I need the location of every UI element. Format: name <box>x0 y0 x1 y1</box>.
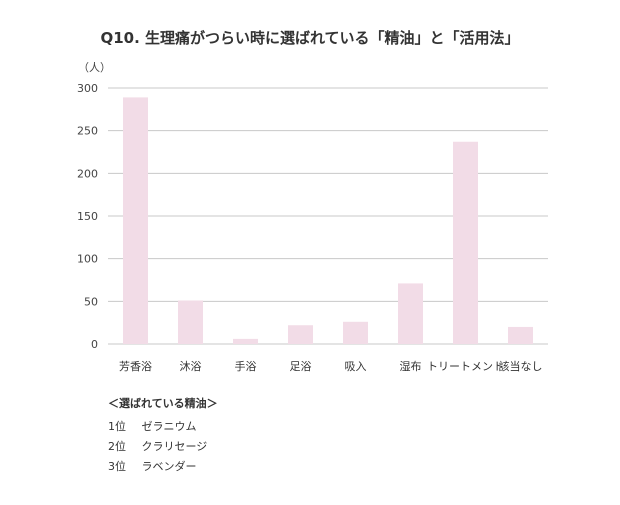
x-tick-label: 湿布 <box>400 360 422 373</box>
x-tick-label: 手浴 <box>235 359 257 373</box>
notes-item-name: クラリセージ <box>141 440 208 453</box>
selected-oils-notes: ＜選ばれている精油＞ 1位 ゼラニウム 2位 クラリセージ 3位 ラベンダー <box>108 395 218 477</box>
x-tick-label: 芳香浴 <box>119 359 152 373</box>
y-tick-label: 300 <box>77 82 98 95</box>
x-tick-label: トリートメント <box>427 360 504 373</box>
x-tick-label: 足浴 <box>290 360 312 373</box>
notes-item-rank: 2位 <box>108 440 126 453</box>
x-tick-label: 沐浴 <box>180 360 202 373</box>
bar <box>178 300 203 344</box>
bar-chart: 0 50 100 150 200 250 300 芳香浴 沐浴 手浴 足浴 吸入 湿布 トリートメント該当… <box>77 82 548 373</box>
bar <box>398 283 423 344</box>
y-axis-unit-label: （人） <box>78 61 111 74</box>
bar <box>233 338 258 344</box>
bar <box>343 321 368 344</box>
y-tick-label: 250 <box>77 125 98 138</box>
notes-item-name: ラベンダー <box>141 460 197 473</box>
notes-item-rank: 1位 <box>108 420 126 433</box>
bar <box>453 141 478 344</box>
x-tick-label: 該当なし <box>499 359 543 373</box>
notes-heading: ＜選ばれている精油＞ <box>108 397 218 410</box>
y-tick-label: 150 <box>77 210 98 223</box>
bar <box>123 97 148 345</box>
y-tick-label: 100 <box>77 253 98 266</box>
y-tick-label: 0 <box>91 338 98 351</box>
notes-item-rank: 3位 <box>108 460 126 473</box>
bar <box>288 325 313 344</box>
notes-item-1: 1位 ゼラニウム <box>108 417 218 437</box>
notes-item-3: 3位 ラベンダー <box>108 457 218 477</box>
y-tick-label: 200 <box>77 167 98 180</box>
bar <box>508 326 533 344</box>
y-tick-label: 50 <box>84 295 98 308</box>
x-tick-label: 吸入 <box>345 360 367 373</box>
chart-title: Q10. 生理痛がつらい時に選ばれている「精油」と「活用法」 <box>100 29 520 47</box>
notes-item-2: 2位 クラリセージ <box>108 437 218 457</box>
notes-item-name: ゼラニウム <box>141 420 197 433</box>
